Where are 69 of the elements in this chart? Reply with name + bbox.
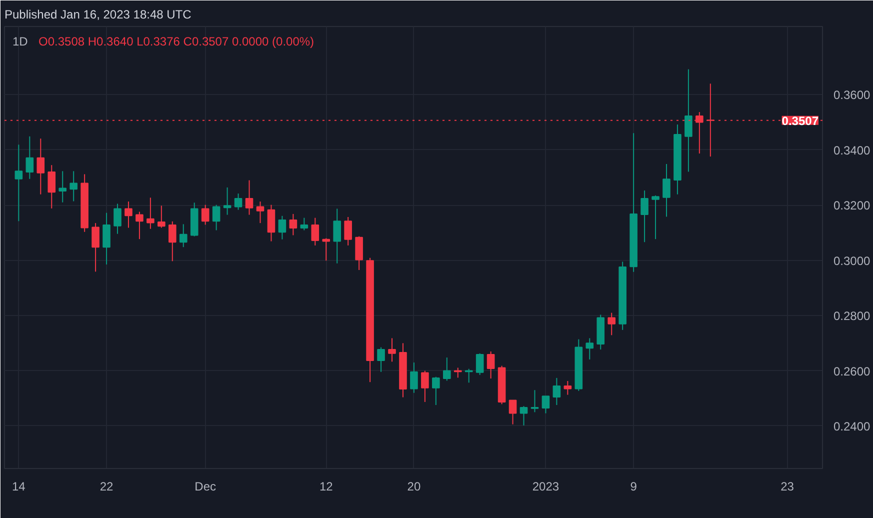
- candlestick: [114, 203, 122, 234]
- y-tick-label: 0.3000: [834, 254, 871, 268]
- candlestick: [179, 224, 188, 248]
- candlestick: [168, 220, 176, 262]
- candlestick: [640, 190, 648, 243]
- candlestick: [300, 217, 308, 231]
- candlestick: [442, 357, 451, 382]
- y-tick-label: 0.2400: [834, 419, 871, 434]
- x-tick-label: 2023: [532, 480, 560, 494]
- candlestick: [223, 186, 232, 216]
- candlestick: [136, 211, 144, 240]
- text: Published Jan 16, 2023 18:48 UTC: [4, 8, 192, 22]
- candlestick: [586, 338, 594, 360]
- y-tick-label: 0.2600: [834, 364, 871, 378]
- candlestick: [564, 380, 572, 396]
- x-tick-label: Dec: [194, 480, 216, 494]
- candlestick: [520, 406, 528, 426]
- candlestick: [36, 138, 45, 195]
- candlestick: [70, 170, 78, 202]
- candlestick: [92, 222, 100, 272]
- candlestick: [158, 205, 166, 228]
- candlestick: [311, 217, 320, 246]
- candlestick: [212, 204, 220, 231]
- candlestick: [234, 193, 242, 210]
- candlestick: [486, 350, 495, 379]
- y-tick-label: 0.2800: [834, 309, 871, 324]
- candlestick: [410, 362, 418, 394]
- candlestick: [322, 238, 330, 262]
- candlestick: [102, 212, 110, 265]
- candlestick: [58, 170, 67, 203]
- candlestick: [530, 390, 539, 413]
- ref-line-label: 0.3507: [782, 114, 819, 128]
- x-tick-label: 12: [319, 480, 334, 494]
- candlestick: [278, 215, 286, 240]
- y-tick-label: 0.3400: [834, 143, 871, 158]
- x-tick-label: 20: [407, 480, 421, 494]
- candlestick: [201, 204, 210, 226]
- candlestick: [608, 312, 616, 336]
- x-tick-label: 9: [630, 480, 638, 494]
- x-tick-label: 23: [780, 480, 794, 494]
- candlestick: [48, 164, 56, 209]
- candlestick: [14, 144, 23, 222]
- candlestick: [684, 68, 692, 172]
- candlestick: [344, 216, 352, 246]
- candlestick: [267, 204, 276, 242]
- candlestick: [355, 236, 363, 270]
- y-tick-label: 0.3600: [834, 88, 871, 102]
- candlestick: [377, 346, 385, 372]
- text: O0.3508 H0.3640 L0.3376 C0.3507 0.0000 (0.00%): [38, 34, 314, 48]
- x-tick-label: 22: [100, 480, 114, 494]
- candlestick: [662, 163, 670, 218]
- candlestick: [256, 201, 264, 224]
- y-tick-label: 0.3200: [834, 198, 871, 213]
- candlestick: [245, 180, 254, 216]
- candlestick: [26, 136, 34, 180]
- candlestick: [388, 338, 396, 362]
- candlestick: [124, 201, 132, 228]
- candlestick: [652, 194, 660, 240]
- candlestick: [421, 370, 429, 402]
- candlestick: [552, 377, 561, 406]
- candlestick: [146, 197, 154, 230]
- text: 1D: [12, 34, 28, 48]
- candlestick: [289, 213, 298, 236]
- candlestick: [476, 352, 484, 376]
- candlestick: [432, 376, 440, 406]
- x-tick-label: 14: [12, 480, 26, 494]
- candlestick: [508, 400, 517, 425]
- candlestick: [542, 396, 550, 414]
- candlestick: [333, 208, 341, 264]
